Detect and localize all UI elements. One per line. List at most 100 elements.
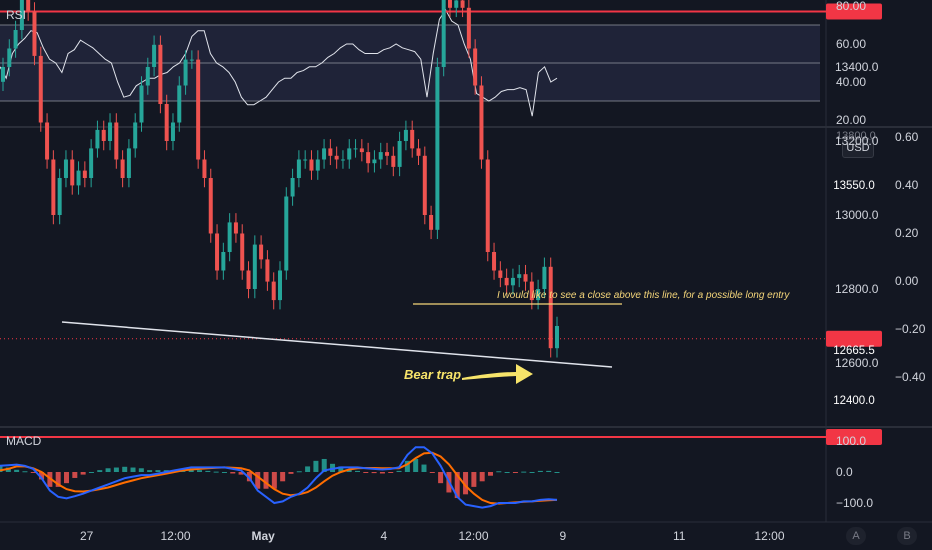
macd-histogram-bar <box>80 472 86 475</box>
macd-histogram-bar <box>288 472 294 474</box>
candle-body <box>51 159 56 215</box>
candle-body <box>410 129 415 149</box>
candle-body <box>485 159 490 252</box>
candle-body <box>7 48 12 67</box>
macd-tick-label: 0.0 <box>836 465 853 479</box>
macd-histogram-bar <box>504 472 510 473</box>
price-tick-label: 12600.0 <box>835 356 879 370</box>
candle-body <box>454 0 459 8</box>
macd-histogram-bar <box>512 472 518 473</box>
macd-histogram-bar <box>14 469 20 472</box>
secondary-axis-tick: 0.60 <box>895 130 919 144</box>
macd-histogram-bar <box>263 472 269 489</box>
candle-body <box>340 159 345 161</box>
candle-body <box>26 0 31 12</box>
candle-body <box>246 270 251 289</box>
candle-body <box>473 48 478 86</box>
price-tag-level-low: 12400.0 <box>833 395 875 407</box>
rsi-tick-label: 20.00 <box>836 113 867 127</box>
log-scale-button[interactable]: B <box>897 527 917 545</box>
candle-body <box>479 85 484 160</box>
candle-body <box>95 129 100 149</box>
macd-histogram-bar <box>155 470 161 472</box>
candle-body <box>252 244 257 289</box>
candle-body <box>265 259 270 282</box>
macd-histogram-bar <box>463 472 469 495</box>
macd-histogram-bar <box>230 472 236 474</box>
macd-histogram-bar <box>138 468 144 472</box>
candle-body <box>145 67 150 86</box>
candle-body <box>466 7 471 49</box>
candle-body <box>504 277 509 286</box>
candle-body <box>548 266 553 349</box>
price-tag-bg <box>826 3 882 20</box>
price-tag-last: 12665.5 <box>833 345 875 357</box>
candle-body <box>158 44 163 104</box>
macd-histogram-bar <box>213 471 219 473</box>
time-axis-label: 12:00 <box>458 529 489 543</box>
rsi-tick-label: 80.00 <box>836 0 867 13</box>
candle-body <box>372 159 377 164</box>
macd-histogram-bar <box>404 460 410 472</box>
price-tick-label: 13000.0 <box>835 208 879 222</box>
candle-body <box>170 122 175 141</box>
candle-body <box>114 122 119 160</box>
macd-histogram-bar <box>280 472 286 482</box>
candle-body <box>189 59 194 61</box>
secondary-axis-tick: 0.00 <box>895 274 919 288</box>
macd-histogram-bar <box>296 471 302 473</box>
candle-body <box>334 155 339 160</box>
candle-body <box>32 11 37 56</box>
macd-histogram-bar <box>496 471 502 473</box>
macd-histogram-bar <box>246 472 252 482</box>
macd-histogram-bar <box>454 472 460 499</box>
rsi-line <box>0 8 558 117</box>
rsi-tick-label: 60.00 <box>836 37 867 51</box>
macd-histogram-bar <box>396 470 402 472</box>
candle-body <box>403 129 408 141</box>
time-axis-label: 12:00 <box>754 529 785 543</box>
macd-histogram-bar <box>321 458 327 472</box>
price-tag-bg <box>826 429 882 445</box>
macd-histogram-bar <box>438 472 444 484</box>
candle-body <box>309 159 314 171</box>
candle-body <box>529 281 534 301</box>
macd-histogram-bar <box>97 470 103 472</box>
candle-body <box>492 252 497 271</box>
macd-histogram-bar <box>188 469 194 472</box>
rsi-tick-label: 40.00 <box>836 75 867 89</box>
time-axis-label: May <box>251 529 275 543</box>
candle-body <box>315 159 320 171</box>
candle-body <box>19 0 24 30</box>
candle-body <box>536 289 541 301</box>
macd-histogram-bar <box>388 472 394 473</box>
candle-body <box>296 159 301 178</box>
candle-body <box>13 30 18 49</box>
macd-histogram-bar <box>105 468 111 472</box>
price-tick-label: 12800.0 <box>835 282 879 296</box>
price-tag-level-high: 13550.0 <box>833 180 875 192</box>
macd-histogram-bar <box>72 472 78 478</box>
macd-histogram-bar <box>487 472 493 476</box>
macd-histogram-bar <box>338 466 344 472</box>
macd-histogram-bar <box>130 467 136 472</box>
candle-body <box>510 277 515 286</box>
candle-body <box>177 85 182 123</box>
candle-body <box>126 148 131 178</box>
macd-histogram-bar <box>371 472 377 474</box>
candle-body <box>429 215 434 230</box>
candle-body <box>221 252 226 271</box>
candle-body <box>435 67 440 230</box>
annotation-note: I would like to see a close above this l… <box>497 290 790 301</box>
candle-body <box>82 170 87 178</box>
candle-body <box>227 222 232 252</box>
auto-scale-button[interactable]: A <box>846 527 866 545</box>
macd-histogram-bar <box>271 472 277 489</box>
macd-histogram-bar <box>238 472 244 475</box>
candle-body <box>303 159 308 161</box>
candle-body <box>284 196 289 271</box>
currency-unit-badge[interactable]: USD <box>842 139 874 158</box>
candle-body <box>359 148 364 153</box>
candle-body <box>322 148 327 160</box>
